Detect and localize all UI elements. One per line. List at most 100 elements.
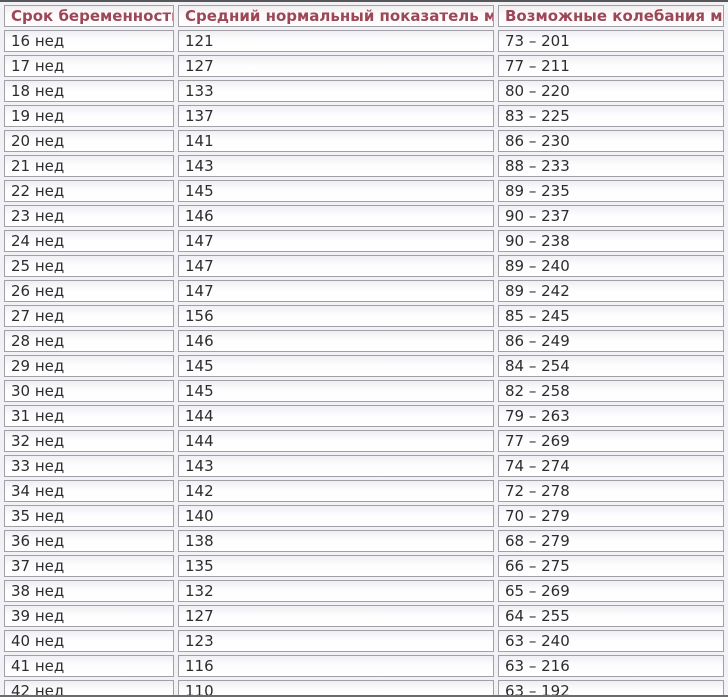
- average-value-cell: 121: [178, 30, 494, 52]
- table-row: 25 нед 147 89 – 240: [4, 255, 724, 277]
- week-cell: 16 нед: [4, 30, 174, 52]
- table-row: 26 нед 147 89 – 242: [4, 280, 724, 302]
- range-value-cell: 86 – 249: [498, 330, 724, 352]
- range-value-cell: 88 – 233: [498, 155, 724, 177]
- table-row: 31 нед 144 79 – 263: [4, 405, 724, 427]
- week-cell: 32 нед: [4, 430, 174, 452]
- week-cell: 39 нед: [4, 605, 174, 627]
- table-row: 23 нед 146 90 – 237: [4, 205, 724, 227]
- range-value-cell: 79 – 263: [498, 405, 724, 427]
- range-value-cell: 90 – 237: [498, 205, 724, 227]
- week-cell: 40 нед: [4, 630, 174, 652]
- range-value-cell: 63 – 240: [498, 630, 724, 652]
- week-cell: 35 нед: [4, 505, 174, 527]
- table-row: 29 нед 145 84 – 254: [4, 355, 724, 377]
- average-value-cell: 145: [178, 355, 494, 377]
- average-value-cell: 140: [178, 505, 494, 527]
- table-row: 30 нед 145 82 – 258: [4, 380, 724, 402]
- range-value-cell: 90 – 238: [498, 230, 724, 252]
- average-value-cell: 144: [178, 405, 494, 427]
- week-cell: 33 нед: [4, 455, 174, 477]
- table-row: 40 нед 123 63 – 240: [4, 630, 724, 652]
- week-cell: 29 нед: [4, 355, 174, 377]
- average-value-cell: 110: [178, 680, 494, 695]
- average-value-cell: 138: [178, 530, 494, 552]
- week-cell: 34 нед: [4, 480, 174, 502]
- week-cell: 20 нед: [4, 130, 174, 152]
- range-value-cell: 66 – 275: [498, 555, 724, 577]
- table-row: 36 нед 138 68 – 279: [4, 530, 724, 552]
- average-value-cell: 147: [178, 230, 494, 252]
- table-row: 34 нед 142 72 – 278: [4, 480, 724, 502]
- table-row: 19 нед 137 83 – 225: [4, 105, 724, 127]
- range-value-cell: 65 – 269: [498, 580, 724, 602]
- range-value-cell: 89 – 240: [498, 255, 724, 277]
- week-cell: 38 нед: [4, 580, 174, 602]
- range-value-cell: 72 – 278: [498, 480, 724, 502]
- range-value-cell: 89 – 242: [498, 280, 724, 302]
- range-value-cell: 89 – 235: [498, 180, 724, 202]
- range-value-cell: 80 – 220: [498, 80, 724, 102]
- average-value-cell: 135: [178, 555, 494, 577]
- average-value-cell: 145: [178, 380, 494, 402]
- range-value-cell: 74 – 274: [498, 455, 724, 477]
- table-header: Срок беременности Средний нормальный пок…: [4, 5, 724, 27]
- range-value-cell: 84 – 254: [498, 355, 724, 377]
- range-value-cell: 82 – 258: [498, 380, 724, 402]
- average-value-cell: 137: [178, 105, 494, 127]
- average-value-cell: 143: [178, 455, 494, 477]
- table-row: 42 нед 110 63 – 192: [4, 680, 724, 695]
- average-value-cell: 147: [178, 280, 494, 302]
- average-value-cell: 116: [178, 655, 494, 677]
- range-value-cell: 73 – 201: [498, 30, 724, 52]
- range-value-cell: 64 – 255: [498, 605, 724, 627]
- week-cell: 17 нед: [4, 55, 174, 77]
- week-cell: 24 нед: [4, 230, 174, 252]
- average-value-cell: 146: [178, 205, 494, 227]
- table-body: 16 нед 121 73 – 201 17 нед 127 77 – 211 18 нед…: [4, 30, 724, 695]
- average-value-cell: 141: [178, 130, 494, 152]
- table-row: 20 нед 141 86 – 230: [4, 130, 724, 152]
- average-value-cell: 147: [178, 255, 494, 277]
- column-header-average: Средний нормальный показатель мм: [178, 5, 494, 27]
- table-row: 41 нед 116 63 – 216: [4, 655, 724, 677]
- table-row: 32 нед 144 77 – 269: [4, 430, 724, 452]
- week-cell: 26 нед: [4, 280, 174, 302]
- week-cell: 37 нед: [4, 555, 174, 577]
- table-row: 35 нед 140 70 – 279: [4, 505, 724, 527]
- week-cell: 19 нед: [4, 105, 174, 127]
- table-row: 18 нед 133 80 – 220: [4, 80, 724, 102]
- week-cell: 18 нед: [4, 80, 174, 102]
- range-value-cell: 68 – 279: [498, 530, 724, 552]
- range-value-cell: 70 – 279: [498, 505, 724, 527]
- week-cell: 42 нед: [4, 680, 174, 695]
- week-cell: 27 нед: [4, 305, 174, 327]
- table-row: 22 нед 145 89 – 235: [4, 180, 724, 202]
- week-cell: 36 нед: [4, 530, 174, 552]
- header-row: Срок беременности Средний нормальный пок…: [4, 5, 724, 27]
- average-value-cell: 123: [178, 630, 494, 652]
- week-cell: 41 нед: [4, 655, 174, 677]
- week-cell: 25 нед: [4, 255, 174, 277]
- week-cell: 22 нед: [4, 180, 174, 202]
- average-value-cell: 127: [178, 55, 494, 77]
- table-row: 27 нед 156 85 – 245: [4, 305, 724, 327]
- average-value-cell: 145: [178, 180, 494, 202]
- range-value-cell: 86 – 230: [498, 130, 724, 152]
- range-value-cell: 77 – 211: [498, 55, 724, 77]
- table-row: 24 нед 147 90 – 238: [4, 230, 724, 252]
- average-value-cell: 127: [178, 605, 494, 627]
- average-value-cell: 156: [178, 305, 494, 327]
- week-cell: 23 нед: [4, 205, 174, 227]
- week-cell: 28 нед: [4, 330, 174, 352]
- week-cell: 31 нед: [4, 405, 174, 427]
- average-value-cell: 144: [178, 430, 494, 452]
- table-row: 17 нед 127 77 – 211: [4, 55, 724, 77]
- average-value-cell: 133: [178, 80, 494, 102]
- average-value-cell: 142: [178, 480, 494, 502]
- column-header-range: Возможные колебания мм: [498, 5, 724, 27]
- range-value-cell: 63 – 192: [498, 680, 724, 695]
- range-value-cell: 85 – 245: [498, 305, 724, 327]
- average-value-cell: 146: [178, 330, 494, 352]
